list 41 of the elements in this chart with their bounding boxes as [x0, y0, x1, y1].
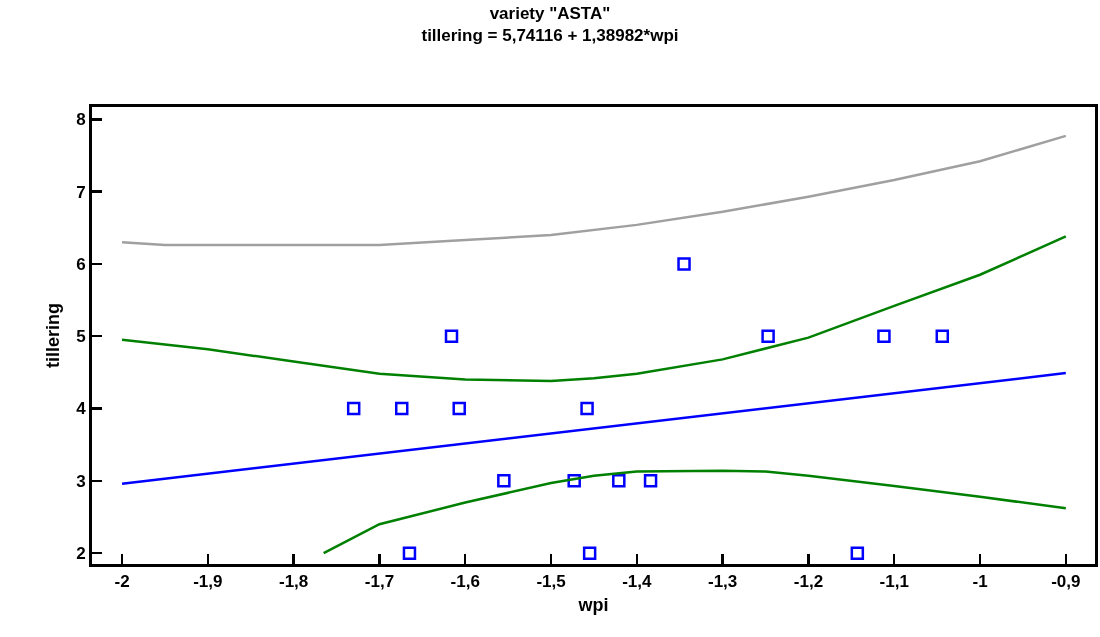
point — [677, 257, 691, 271]
x-tick-label: -1,3 — [707, 572, 738, 592]
y-tick-label: 7 — [76, 182, 86, 202]
y-tick-label: 6 — [76, 254, 86, 274]
x-tick-label: -0,9 — [1051, 572, 1081, 592]
x-tick-label: -1,9 — [193, 572, 223, 592]
y-axis-title: tillering — [43, 302, 64, 369]
x-tick-label: -1,6 — [450, 572, 480, 592]
point — [346, 401, 361, 416]
point — [850, 546, 865, 560]
x-axis-title: wpi — [577, 594, 609, 615]
y-tick-label: 2 — [76, 544, 86, 564]
x-tick-label: -1,8 — [278, 572, 309, 592]
point — [935, 329, 950, 343]
y-tick-label: 3 — [76, 471, 86, 491]
point — [452, 401, 466, 416]
point — [444, 329, 459, 343]
x-tick-label: -1,7 — [364, 572, 395, 592]
point — [643, 474, 658, 488]
point — [580, 401, 594, 416]
y-tick-label: 4 — [76, 399, 87, 419]
point — [394, 401, 409, 416]
x-tick-label: -2 — [114, 572, 130, 592]
y-tick-label: 8 — [76, 110, 86, 130]
x-tick-label: -1,5 — [536, 572, 566, 592]
line-series — [322, 469, 1068, 555]
x-tick-label: -1,1 — [879, 572, 909, 592]
x-tick-label: -1,2 — [793, 572, 824, 592]
chart-title: variety "ASTA" — [489, 4, 611, 24]
line-series — [120, 235, 1068, 383]
point — [582, 546, 597, 560]
point — [877, 329, 891, 343]
x-tick-label: -1 — [972, 572, 988, 592]
point — [761, 329, 775, 343]
point — [402, 546, 417, 560]
chart-subtitle: tillering = 5,74116 + 1,38982*wpi — [421, 26, 679, 46]
line-series — [120, 134, 1068, 247]
x-tick-label: -1,4 — [622, 572, 653, 592]
point — [497, 474, 511, 488]
point — [612, 474, 626, 488]
y-tick-label: 5 — [76, 327, 86, 347]
